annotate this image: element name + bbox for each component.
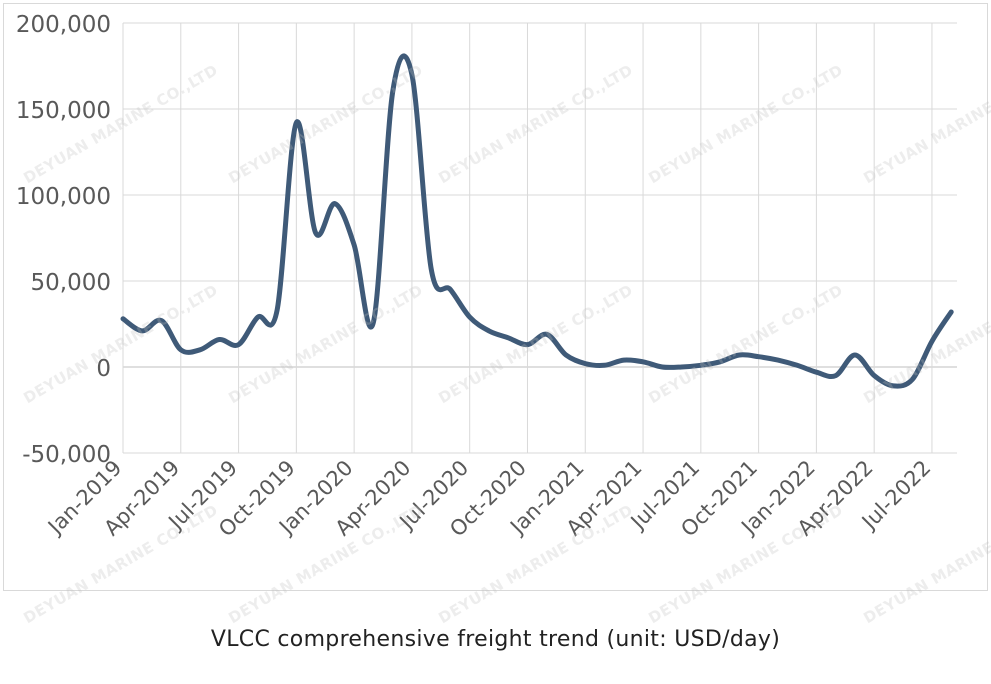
y-tick-label: -50,000 [22, 442, 111, 468]
series-layer [120, 53, 954, 389]
line-chart: -50,000 0 50,000 100,000 150,000 200,000 Jan-… [16, 12, 957, 542]
series-line [120, 53, 954, 389]
y-tick-label: 150,000 [16, 98, 111, 124]
y-tick-label: 200,000 [16, 12, 111, 38]
y-axis: -50,000 0 50,000 100,000 150,000 200,000 [16, 12, 111, 468]
chart-frame: -50,000 0 50,000 100,000 150,000 200,000 Jan-… [3, 3, 988, 591]
chart-caption: VLCC comprehensive freight trend (unit: … [210, 627, 781, 652]
y-tick-label: 50,000 [31, 270, 111, 296]
x-axis: Jan-2019Apr-2019Jul-2019Oct-2019Jan-2020… [42, 456, 935, 542]
y-tick-label: 0 [96, 356, 111, 382]
gridlines [122, 22, 957, 454]
y-tick-label: 100,000 [16, 184, 111, 210]
